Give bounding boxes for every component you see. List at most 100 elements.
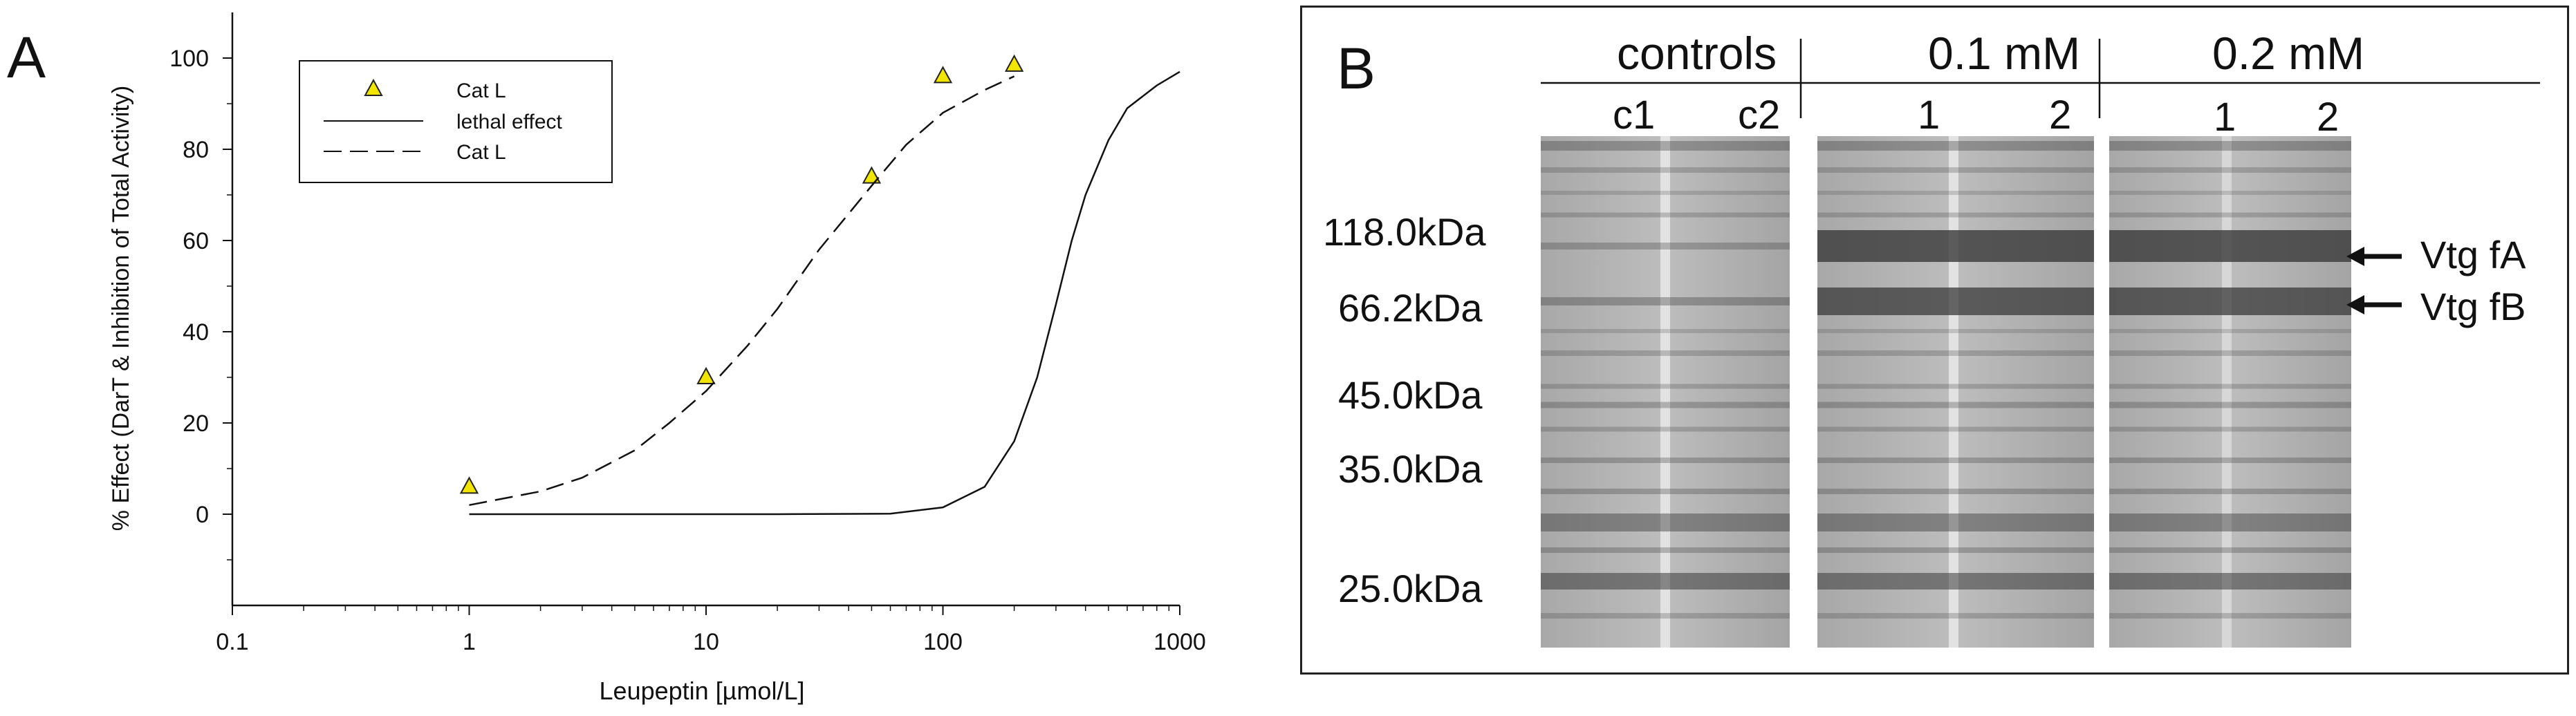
gel-band xyxy=(2109,547,2351,553)
panel-b-gel-figure: B controls 0.1 mM 0.2 mM c1 c2 1 2 1 2 1… xyxy=(1300,6,2569,675)
gel-band xyxy=(2109,167,2351,173)
gel-band xyxy=(2109,514,2351,531)
gel-band xyxy=(1541,514,1790,531)
panel-label-b: B xyxy=(1337,36,1376,101)
marker-label-66kda: 66.2kDa xyxy=(1338,286,1483,330)
gel-band xyxy=(2109,350,2351,356)
gel-band xyxy=(1817,350,2094,356)
gel-band xyxy=(1541,402,1790,408)
marker-label-45kda: 45.0kDa xyxy=(1338,373,1483,417)
gel-band xyxy=(1817,514,2094,531)
data-point-cat-l xyxy=(1004,54,1024,72)
gel-band xyxy=(1817,191,2094,195)
gel-band xyxy=(2109,230,2351,262)
data-point-cat-l xyxy=(696,366,716,384)
gel-band xyxy=(1817,230,2094,262)
group-label-controls: controls xyxy=(1617,28,1777,79)
annotation-vtg-fb: Vtg fB xyxy=(2420,285,2526,328)
gel-band xyxy=(1541,167,1790,173)
x-axis-ticks: 0.1 1 10 100 1000 xyxy=(216,605,1206,655)
gel-band xyxy=(1817,426,2094,432)
gel-bands xyxy=(1541,141,2351,619)
gel-band xyxy=(1541,297,1790,305)
gel-band xyxy=(1817,489,2094,494)
gel-band xyxy=(1541,489,1790,494)
gel-band xyxy=(2109,288,2351,315)
gel-band xyxy=(1817,402,2094,408)
panel-a-chart: A 0.1 1 10 100 1000 0 20 40 60 80 100 Leupeptin [… xyxy=(0,0,1245,716)
gel-band xyxy=(1541,212,1790,218)
gel-band xyxy=(1817,458,2094,463)
x-tick-label: 1 xyxy=(463,629,476,655)
data-point-cat-l xyxy=(459,476,479,494)
gel-band xyxy=(2109,613,2351,619)
gel-band xyxy=(1817,613,2094,619)
y-axis-label: % Effect (DarT & Inhibition of Total Act… xyxy=(108,86,134,531)
y-tick-label: 40 xyxy=(183,319,209,346)
cat-l-fit-curve xyxy=(469,75,1015,507)
arrow-vtg-fa-icon xyxy=(2346,247,2402,266)
gel-block-controls xyxy=(1541,136,1790,648)
gel-band xyxy=(1541,243,1790,249)
y-tick-label: 0 xyxy=(196,502,209,528)
legend-entry-cat-l-markers: Cat L xyxy=(456,79,506,102)
group-label-0-2mm: 0.2 mM xyxy=(2212,28,2365,79)
marker-label-25kda: 25.0kDa xyxy=(1338,567,1483,610)
gel-band xyxy=(2109,212,2351,218)
gel-band xyxy=(1541,573,1790,590)
marker-label-118kda: 118.0kDa xyxy=(1323,210,1486,254)
y-tick-label: 80 xyxy=(183,137,209,163)
series-layer xyxy=(459,54,1180,516)
lane-label-0-2mm-2: 2 xyxy=(2317,95,2339,140)
x-tick-label: 100 xyxy=(923,629,963,655)
y-axis-ticks: 0 20 40 60 80 100 xyxy=(169,46,232,560)
gel-band xyxy=(1817,573,2094,590)
gel-band xyxy=(1817,384,2094,389)
x-tick-label: 0.1 xyxy=(216,629,248,655)
gel-band xyxy=(2109,458,2351,463)
data-point-cat-l xyxy=(933,66,953,84)
gel-band xyxy=(2109,329,2351,333)
gel-band xyxy=(1817,329,2094,333)
lane-label-c1: c1 xyxy=(1613,93,1656,138)
gel-band xyxy=(2109,384,2351,389)
gel-block-0-1mm xyxy=(1817,136,2094,648)
lane-label-0-2mm-1: 1 xyxy=(2214,95,2236,140)
gel-band xyxy=(2109,141,2351,151)
legend-triangle-icon xyxy=(364,78,383,96)
lane-label-0-1mm-1: 1 xyxy=(1918,93,1940,138)
gel-band xyxy=(1541,547,1790,553)
gel-band xyxy=(1817,141,2094,151)
gel-band xyxy=(1541,350,1790,356)
gel-band xyxy=(1541,426,1790,432)
gel-band xyxy=(1541,613,1790,619)
dose-response-chart: A 0.1 1 10 100 1000 0 20 40 60 80 100 Leupeptin [… xyxy=(7,12,1206,705)
gel-band xyxy=(1817,167,2094,173)
annotation-vtg-fa: Vtg fA xyxy=(2420,233,2526,276)
gel-band xyxy=(2109,489,2351,494)
gel-band xyxy=(1541,191,1790,195)
arrow-vtg-fb-icon xyxy=(2346,295,2402,314)
gel-band xyxy=(2109,426,2351,432)
gel-image xyxy=(1541,39,2540,648)
gel-band xyxy=(1541,141,1790,151)
gel-band xyxy=(1817,288,2094,315)
legend-entry-cat-l-curve: Cat L xyxy=(456,141,506,164)
lethal-effect-curve xyxy=(469,70,1180,516)
y-tick-label: 100 xyxy=(169,46,209,72)
legend: Cat L lethal effect Cat L xyxy=(299,60,613,183)
lane-label-0-1mm-2: 2 xyxy=(2049,93,2072,138)
marker-label-35kda: 35.0kDa xyxy=(1338,447,1483,491)
gel-band xyxy=(1541,329,1790,333)
group-label-0-1mm: 0.1 mM xyxy=(1928,28,2081,79)
gel-band xyxy=(1817,547,2094,553)
gel-band xyxy=(1541,384,1790,389)
gel-band xyxy=(2109,573,2351,590)
y-tick-label: 20 xyxy=(183,411,209,437)
lane-label-c2: c2 xyxy=(1738,93,1781,138)
gel-band xyxy=(2109,191,2351,195)
panel-label-a: A xyxy=(7,25,46,90)
gel-band xyxy=(1541,458,1790,463)
gel-block-0-2mm xyxy=(2109,136,2351,648)
x-axis-label: Leupeptin [µmol/L] xyxy=(600,677,805,705)
